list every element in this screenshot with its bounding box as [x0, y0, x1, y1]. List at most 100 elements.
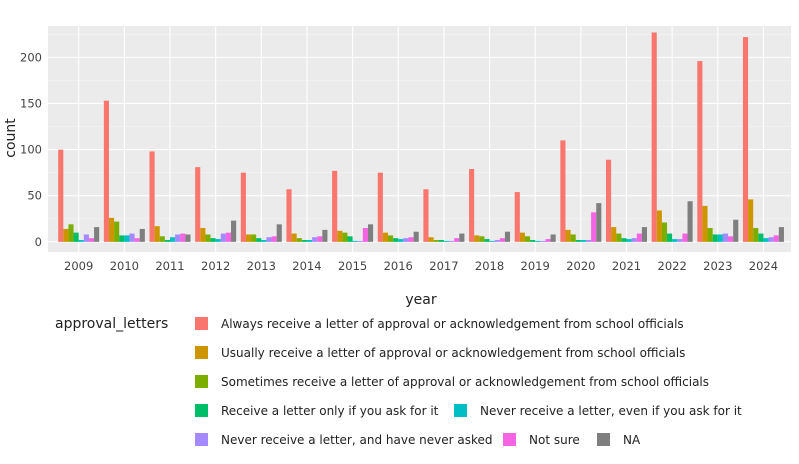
- x-tick-label: 2013: [247, 259, 276, 273]
- bar: [722, 233, 729, 242]
- bar: [728, 236, 734, 242]
- x-tick-label: 2016: [384, 259, 413, 273]
- bar: [332, 170, 338, 242]
- bar: [185, 234, 191, 242]
- bar: [438, 240, 444, 242]
- bar: [519, 232, 525, 242]
- y-tick-label: 200: [20, 50, 42, 64]
- bar: [357, 240, 363, 242]
- bar: [712, 234, 718, 242]
- bar: [83, 234, 89, 242]
- legend-label: NA: [623, 433, 641, 447]
- x-tick-label: 2009: [64, 259, 93, 273]
- bar: [596, 203, 602, 242]
- bar: [514, 192, 520, 242]
- bar: [677, 239, 683, 242]
- y-tick-label: 100: [20, 143, 42, 157]
- bar: [352, 240, 358, 242]
- legend: Always receive a letter of approval or a…: [195, 317, 742, 447]
- bar: [636, 233, 642, 242]
- bar: [611, 227, 617, 242]
- x-tick-label: 2019: [521, 259, 550, 273]
- legend-label: Never receive a letter, even if you ask …: [480, 404, 742, 418]
- bar: [530, 240, 536, 242]
- legend-swatch: [195, 404, 208, 417]
- bar: [271, 236, 277, 242]
- bar: [398, 239, 404, 242]
- bar: [63, 228, 69, 242]
- bar: [742, 37, 749, 242]
- bar: [296, 238, 302, 242]
- bar: [362, 228, 368, 242]
- legend-label: Not sure: [529, 433, 580, 447]
- legend-swatch: [503, 433, 516, 446]
- x-tick-label: 2017: [429, 259, 458, 273]
- bar: [778, 227, 784, 242]
- bar: [707, 228, 713, 242]
- bar: [484, 239, 490, 242]
- x-tick-label: 2015: [338, 259, 367, 273]
- bar: [753, 228, 759, 242]
- bar: [565, 229, 571, 242]
- bar: [423, 189, 429, 242]
- bar: [175, 234, 181, 242]
- bar: [616, 233, 622, 242]
- legend-swatch: [195, 317, 208, 330]
- bar: [474, 235, 480, 242]
- bars: [58, 32, 784, 242]
- y-axis-title: count: [3, 118, 19, 158]
- legend-label: Receive a letter only if you ask for it: [221, 404, 439, 418]
- bar: [301, 240, 307, 242]
- legend-label: Always receive a letter of approval or a…: [221, 317, 684, 331]
- bar: [170, 237, 176, 242]
- bar: [245, 234, 252, 242]
- bar: [494, 240, 500, 242]
- bar: [489, 240, 495, 242]
- bar: [306, 240, 313, 242]
- bar: [124, 235, 130, 242]
- legend-swatch: [195, 375, 208, 388]
- bar: [585, 240, 592, 242]
- bar: [159, 236, 165, 242]
- bar: [382, 232, 388, 242]
- bar: [291, 233, 297, 242]
- bar: [550, 234, 556, 242]
- bar: [256, 238, 262, 242]
- bar: [266, 237, 272, 242]
- bar: [261, 240, 267, 242]
- bar: [367, 224, 374, 242]
- legend-label: Sometimes receive a letter of approval o…: [221, 375, 709, 389]
- y-tick-label: 50: [27, 189, 42, 203]
- bar: [286, 189, 292, 242]
- legend-swatch: [454, 404, 467, 417]
- x-tick-labels: 2009 2010 2011 2012 2013 2014 2015 2016 2017 2018…: [64, 259, 778, 273]
- bar: [200, 228, 206, 242]
- bar: [73, 232, 79, 242]
- bar: [388, 235, 394, 242]
- bar: [651, 32, 657, 242]
- legend-label: Usually receive a letter of approval or …: [221, 346, 685, 360]
- bar: [717, 234, 723, 242]
- bar: [667, 233, 673, 242]
- bar: [763, 238, 769, 242]
- bar: [570, 234, 576, 242]
- bar: [697, 61, 703, 242]
- bar: [413, 231, 419, 242]
- bar: [504, 231, 511, 242]
- x-tick-label: 2021: [612, 259, 641, 273]
- bar: [454, 238, 460, 242]
- bar: [180, 233, 186, 242]
- bar: [322, 229, 328, 242]
- bar: [195, 167, 201, 242]
- bar: [535, 240, 541, 242]
- bar: [129, 233, 135, 242]
- bar: [449, 240, 455, 242]
- x-tick-label: 2011: [155, 259, 184, 273]
- bar: [403, 238, 409, 242]
- legend-title: approval_letters: [55, 316, 168, 332]
- bar: [215, 239, 221, 242]
- y-tick-label: 0: [35, 235, 42, 249]
- bar: [626, 239, 632, 242]
- bar: [758, 233, 764, 242]
